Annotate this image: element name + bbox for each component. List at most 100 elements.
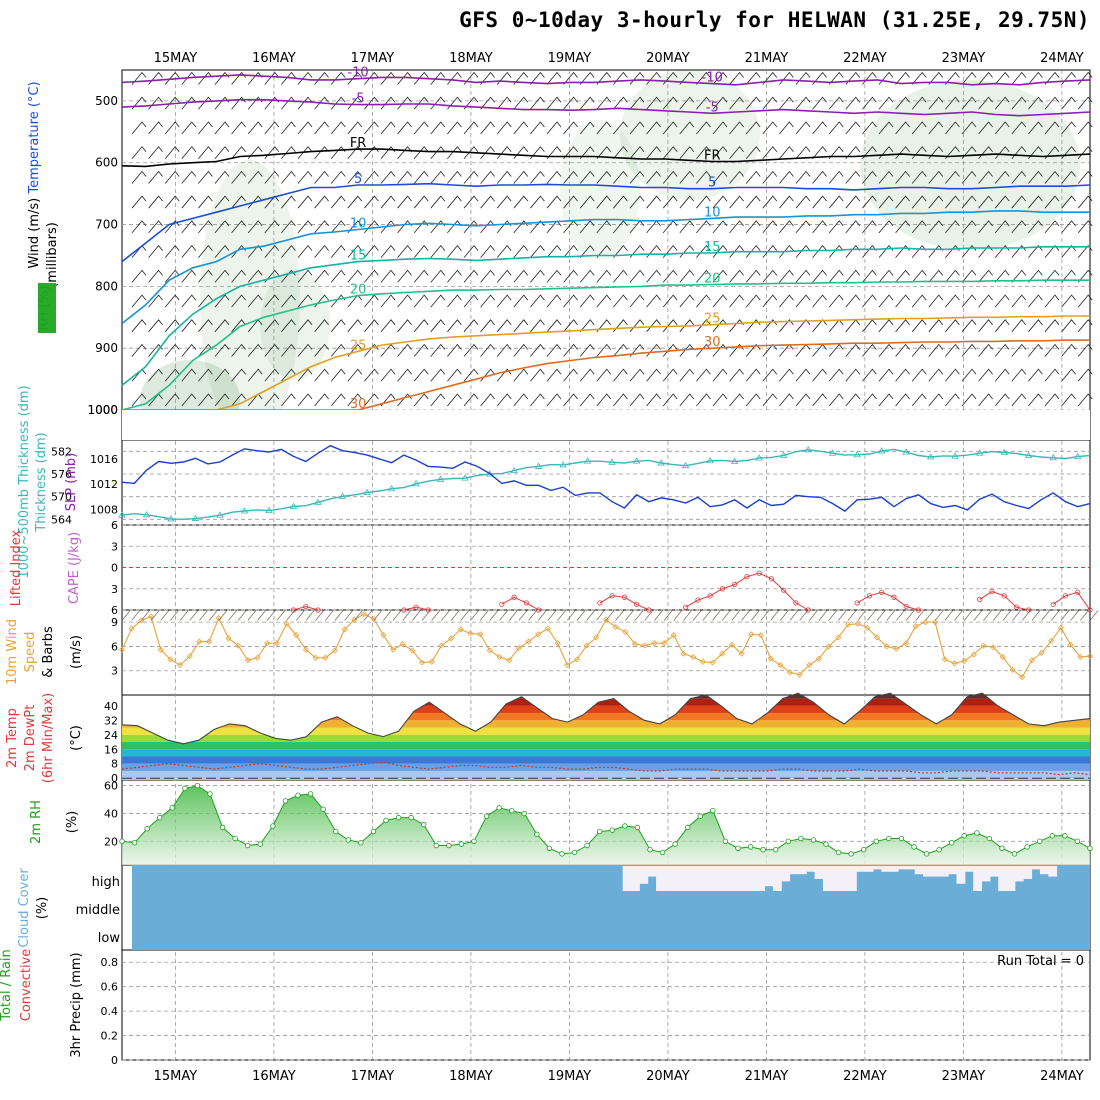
wind-barb	[413, 170, 429, 184]
cloud-gap	[889, 866, 899, 872]
wind-barb	[745, 96, 761, 110]
y-tick-label: 24	[104, 729, 118, 742]
wind-barb	[286, 610, 295, 621]
wind-barb	[480, 393, 495, 407]
wind-barb	[1028, 319, 1043, 333]
axis-title: Wind (m/s) Temperature (°C)	[27, 81, 42, 268]
wind-barb	[1044, 195, 1060, 209]
temp-band	[122, 763, 1090, 771]
wind-barb	[214, 170, 230, 184]
wind-barb	[729, 71, 744, 85]
cloud-gap	[639, 866, 649, 884]
wind-barb	[895, 294, 910, 308]
data-point	[1087, 607, 1093, 613]
wind-barb	[762, 368, 778, 382]
wind-barb	[297, 71, 313, 85]
data-point	[525, 638, 532, 645]
date-label-bottom: 16MAY	[252, 1069, 296, 1084]
wind-barb	[413, 146, 429, 159]
data-point	[768, 576, 775, 582]
temp-band	[122, 742, 1090, 750]
wind-barb	[586, 610, 595, 621]
data-point	[131, 840, 138, 846]
wind-barb	[397, 146, 412, 159]
wind-barb	[961, 96, 977, 110]
wind-barb	[530, 368, 545, 382]
wind-barb	[148, 146, 163, 159]
wind-barb	[228, 610, 237, 621]
wind-barb	[878, 319, 894, 333]
wind-barb	[131, 195, 147, 209]
axis-title-part: RH (%)	[37, 285, 52, 330]
wind-barb	[795, 220, 811, 234]
cloud-gap	[898, 866, 907, 870]
wind-barb	[911, 195, 927, 209]
wind-barb	[148, 170, 163, 184]
data-point	[225, 635, 232, 642]
wind-barb	[347, 368, 363, 382]
data-point	[338, 492, 347, 499]
y-tick-label: 3	[111, 540, 118, 553]
wind-barb	[380, 220, 396, 234]
wind-barb	[983, 610, 992, 621]
wind-barb	[978, 121, 993, 135]
wind-barb	[179, 610, 189, 621]
wind-barb	[729, 195, 744, 209]
cloud-gap	[664, 866, 674, 891]
data-point	[186, 653, 193, 660]
wind-barb	[862, 146, 877, 159]
wind-barb	[496, 319, 512, 333]
wind-barb	[131, 393, 147, 407]
y-tick-label: 1016	[90, 453, 118, 466]
date-label-bottom: 22MAY	[843, 1069, 887, 1084]
y-tick-label: 20	[104, 835, 118, 848]
data-point	[1019, 674, 1026, 681]
data-point	[685, 824, 691, 831]
wind-barb	[745, 195, 761, 209]
wind-barb	[994, 121, 1010, 135]
data-point	[706, 457, 714, 464]
data-point	[413, 604, 419, 610]
wind-barb	[1011, 343, 1027, 357]
wind-barb	[779, 368, 794, 382]
wind-barb	[330, 343, 346, 357]
wind-barb	[867, 610, 876, 621]
contour-line	[121, 246, 1090, 386]
data-point	[681, 461, 690, 469]
wind-barb	[164, 393, 180, 407]
wind-barb	[373, 610, 382, 621]
data-point	[573, 656, 581, 663]
wind-barb	[364, 146, 379, 159]
wind-barb	[264, 368, 280, 382]
wind-barb	[354, 610, 363, 621]
wind-barb	[364, 393, 379, 407]
date-label-bottom: 21MAY	[745, 1069, 789, 1084]
wind-barb	[878, 269, 894, 283]
data-point	[270, 823, 276, 829]
data-point	[932, 619, 939, 626]
wind-barb	[496, 121, 512, 135]
wind-barb	[314, 195, 329, 209]
data-point	[515, 644, 522, 652]
wind-barb	[1077, 269, 1093, 283]
wind-barb	[160, 610, 169, 621]
data-point	[1049, 833, 1055, 839]
cloud-gap	[856, 866, 866, 872]
wind-barb	[779, 146, 794, 159]
wind-barb	[770, 610, 779, 621]
wind-barb	[198, 269, 213, 283]
y-tick-label: 3	[111, 665, 118, 678]
wind-barb	[305, 610, 315, 621]
wind-barb	[430, 269, 446, 283]
temp-fill	[122, 693, 1090, 780]
data-point	[949, 840, 955, 846]
wind-barb	[729, 170, 744, 184]
wind-barb	[314, 71, 329, 85]
wind-barb	[281, 195, 296, 209]
wind-barb	[430, 245, 446, 258]
wind-barb	[978, 170, 993, 184]
wind-barb	[231, 294, 246, 308]
temp-band	[122, 713, 1090, 721]
wind-barb	[596, 96, 612, 110]
wind-barb	[330, 220, 346, 234]
